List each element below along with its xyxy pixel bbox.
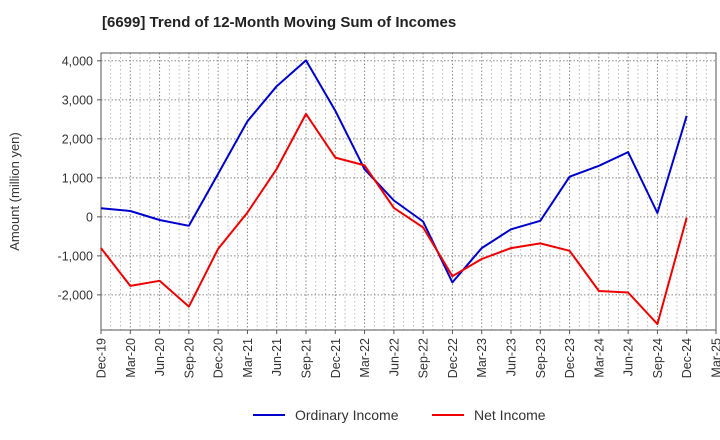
legend-label: Ordinary Income <box>295 407 399 423</box>
x-tick-label: Sep-23 <box>534 338 548 378</box>
legend-label: Net Income <box>474 407 546 423</box>
x-tick-label: Dec-20 <box>212 338 226 378</box>
x-tick-label: Sep-20 <box>182 338 196 378</box>
y-axis: 4,000 3,000 2,000 1,000 0 -1,000 -2,000 <box>58 54 101 302</box>
x-tick-label: Dec-23 <box>563 338 577 378</box>
y-tick-label: -1,000 <box>58 249 93 263</box>
y-tick-label: 0 <box>86 210 93 224</box>
y-axis-title: Amount (million yen) <box>7 132 22 251</box>
x-tick-label: Jun-24 <box>622 338 636 376</box>
x-tick-label: Mar-22 <box>358 338 372 378</box>
x-tick-label: Dec-19 <box>95 338 109 378</box>
y-tick-label: 4,000 <box>62 54 93 68</box>
x-tick-label: Dec-22 <box>446 338 460 378</box>
legend: Ordinary Income Net Income <box>253 407 546 423</box>
x-tick-label: Jun-22 <box>387 338 401 376</box>
x-tick-label: Sep-21 <box>300 338 314 378</box>
x-tick-label: Mar-23 <box>475 338 489 378</box>
x-tick-label: Sep-22 <box>417 338 431 378</box>
x-tick-label: Mar-20 <box>124 338 138 378</box>
plot-frame <box>100 52 717 331</box>
x-tick-label: Jun-20 <box>153 338 167 376</box>
y-tick-label: -2,000 <box>58 288 93 302</box>
y-tick-label: 1,000 <box>62 171 93 185</box>
x-axis: Dec-19 Mar-20 Jun-20 Sep-20 Dec-20 Mar-21 Jun-… <box>95 330 720 378</box>
grid <box>100 53 717 330</box>
y-tick-label: 2,000 <box>62 132 93 146</box>
series-line-ordinary-income <box>100 59 688 284</box>
x-tick-label: Jun-23 <box>505 338 519 376</box>
x-tick-label: Mar-24 <box>592 338 606 378</box>
x-tick-label: Sep-24 <box>651 338 665 378</box>
series-line-net-income <box>100 112 688 326</box>
x-tick-label: Mar-21 <box>241 338 255 378</box>
chart-title: [6699] Trend of 12-Month Moving Sum of I… <box>102 14 457 31</box>
series <box>100 59 688 326</box>
y-tick-label: 3,000 <box>62 93 93 107</box>
x-tick-label: Dec-21 <box>329 338 343 378</box>
x-tick-label: Mar-25 <box>710 338 720 378</box>
x-tick-label: Jun-21 <box>270 338 284 376</box>
x-tick-label: Dec-24 <box>680 338 694 378</box>
